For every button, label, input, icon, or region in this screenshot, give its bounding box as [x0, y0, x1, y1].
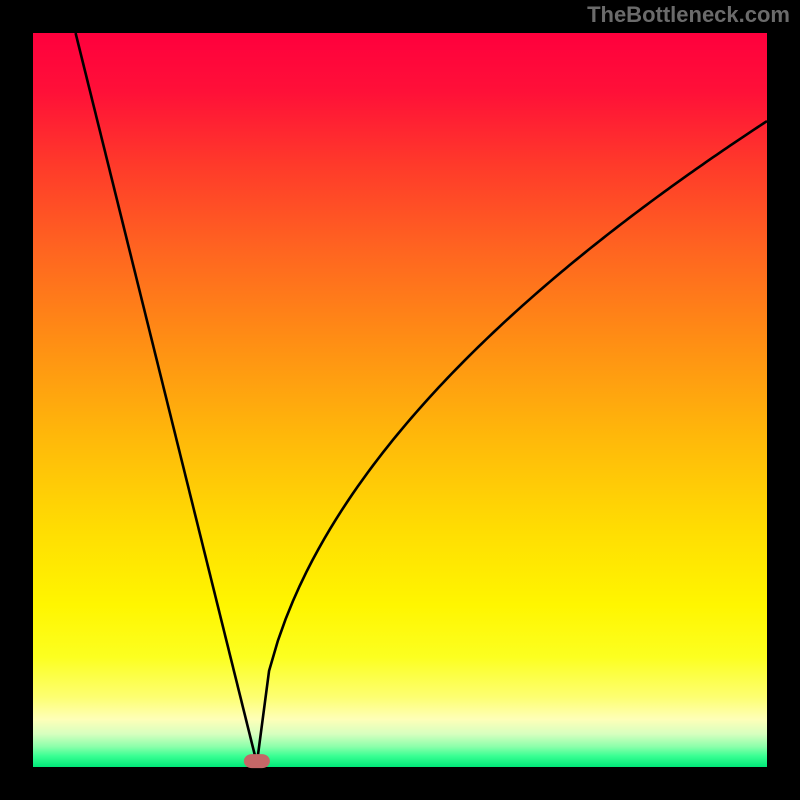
plot-background [33, 33, 767, 767]
optimal-point-marker [244, 754, 270, 768]
bottleneck-curve-chart [0, 0, 800, 800]
chart-container: TheBottleneck.com [0, 0, 800, 800]
watermark-text: TheBottleneck.com [587, 2, 790, 28]
